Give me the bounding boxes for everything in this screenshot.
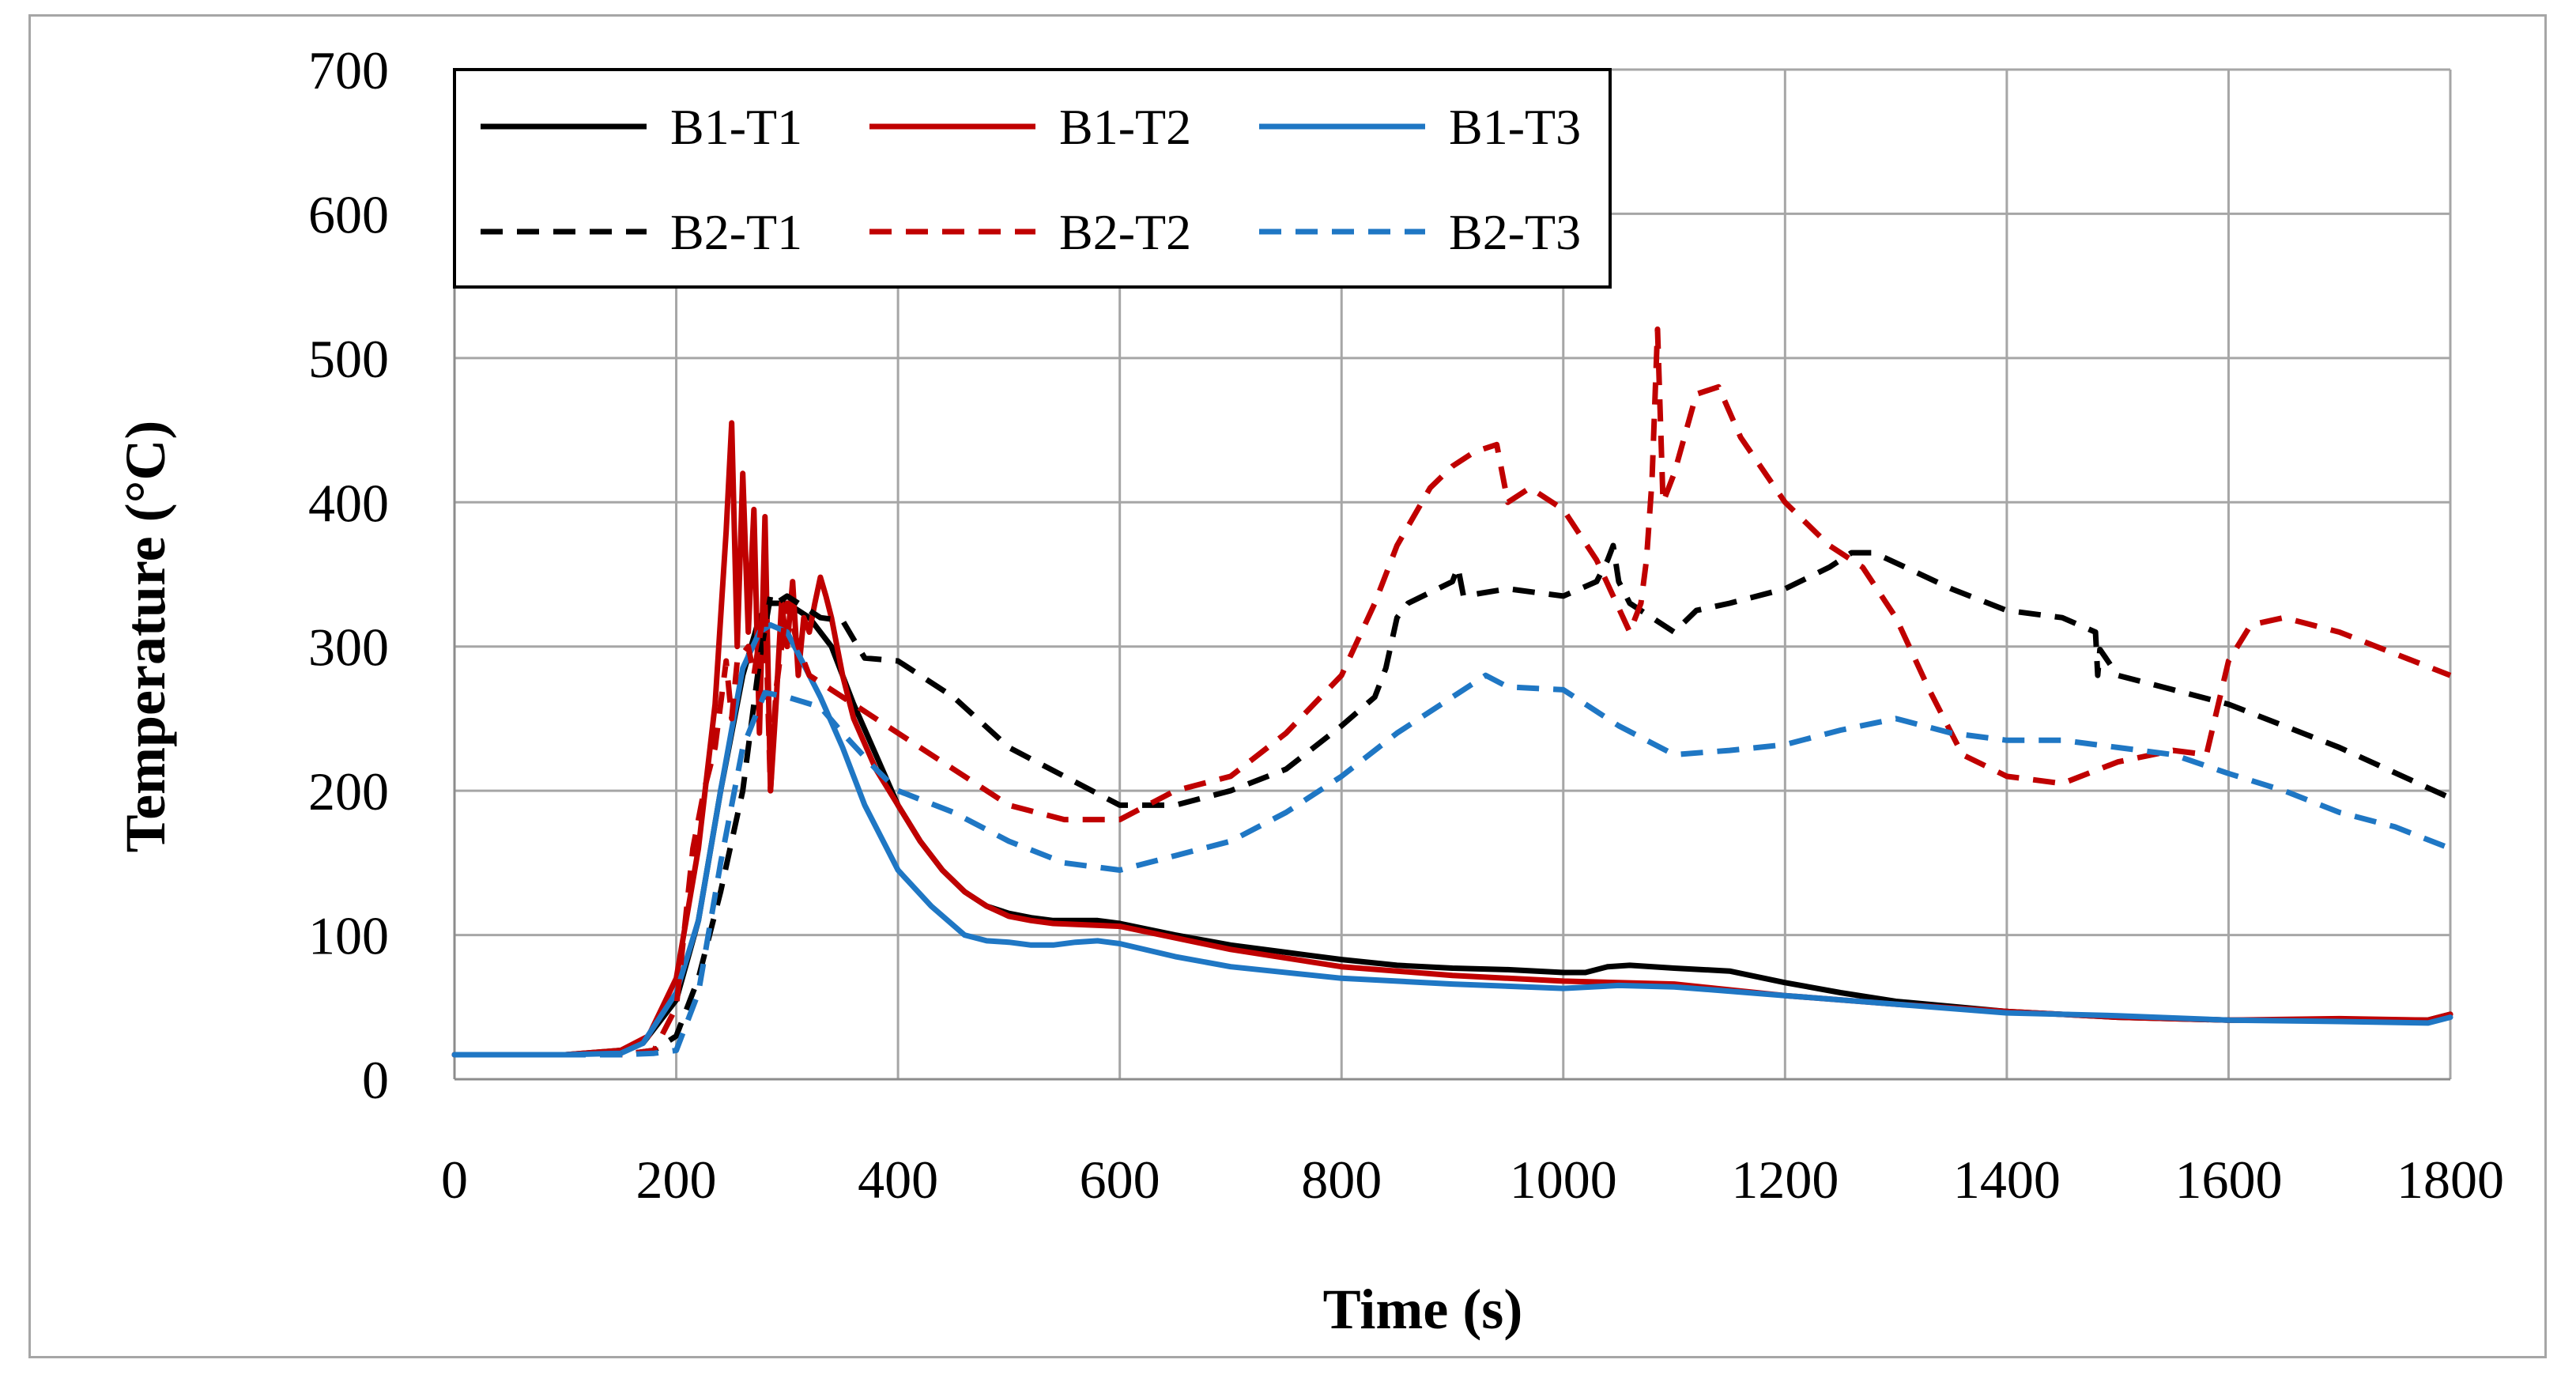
x-tick-label-0: 0 — [441, 1150, 468, 1210]
x-tick-label-1400: 1400 — [1953, 1150, 2061, 1210]
x-tick-label-600: 600 — [1080, 1150, 1160, 1210]
legend: B1-T1 B1-T2 B1-T3 B2-T1 B2-T2 B2-T3 — [453, 68, 1612, 289]
x-tick-label-1200: 1200 — [1731, 1150, 1839, 1210]
legend-label-b1-t3: B1-T3 — [1449, 99, 1581, 155]
y-tick-label-200: 200 — [308, 761, 389, 821]
y-tick-label-600: 600 — [308, 184, 389, 244]
y-tick-label-700: 700 — [308, 40, 389, 100]
x-tick-label-200: 200 — [636, 1150, 717, 1210]
y-tick-label-400: 400 — [308, 473, 389, 533]
y-tick-label-500: 500 — [308, 329, 389, 389]
y-tick-label-100: 100 — [308, 906, 389, 966]
legend-label-b1-t2: B1-T2 — [1059, 99, 1191, 155]
x-tick-labels: 0 200 400 600 800 1000 1200 1400 1600 1800 — [441, 1150, 2504, 1210]
x-tick-label-1600: 1600 — [2174, 1150, 2282, 1210]
x-tick-label-800: 800 — [1301, 1150, 1382, 1210]
series-lines — [451, 326, 2453, 1058]
series-line-b2-t2 — [454, 326, 2452, 1058]
series-line-b2-t1 — [454, 542, 2452, 1058]
legend-label-b2-t2: B2-T2 — [1059, 204, 1191, 260]
legend-label-b2-t1: B2-T1 — [670, 204, 802, 260]
x-tick-label-1000: 1000 — [1510, 1150, 1617, 1210]
y-axis-title: Temperature (°C) — [114, 421, 177, 853]
x-axis-title: Time (s) — [1323, 1278, 1523, 1341]
x-tick-label-1800: 1800 — [2397, 1150, 2504, 1210]
legend-label-b2-t3: B2-T3 — [1449, 204, 1581, 260]
y-tick-label-0: 0 — [362, 1050, 389, 1110]
legend-label-b1-t1: B1-T1 — [670, 99, 802, 155]
series-line-b2-t3 — [454, 672, 2452, 1058]
series-line-b1-t3 — [451, 621, 2453, 1058]
y-tick-labels: 0 100 200 300 400 500 600 700 — [308, 40, 389, 1110]
x-tick-label-400: 400 — [858, 1150, 938, 1210]
series-line-b1-t2 — [451, 420, 2453, 1058]
y-tick-label-300: 300 — [308, 617, 389, 678]
legend-box — [453, 68, 1612, 289]
